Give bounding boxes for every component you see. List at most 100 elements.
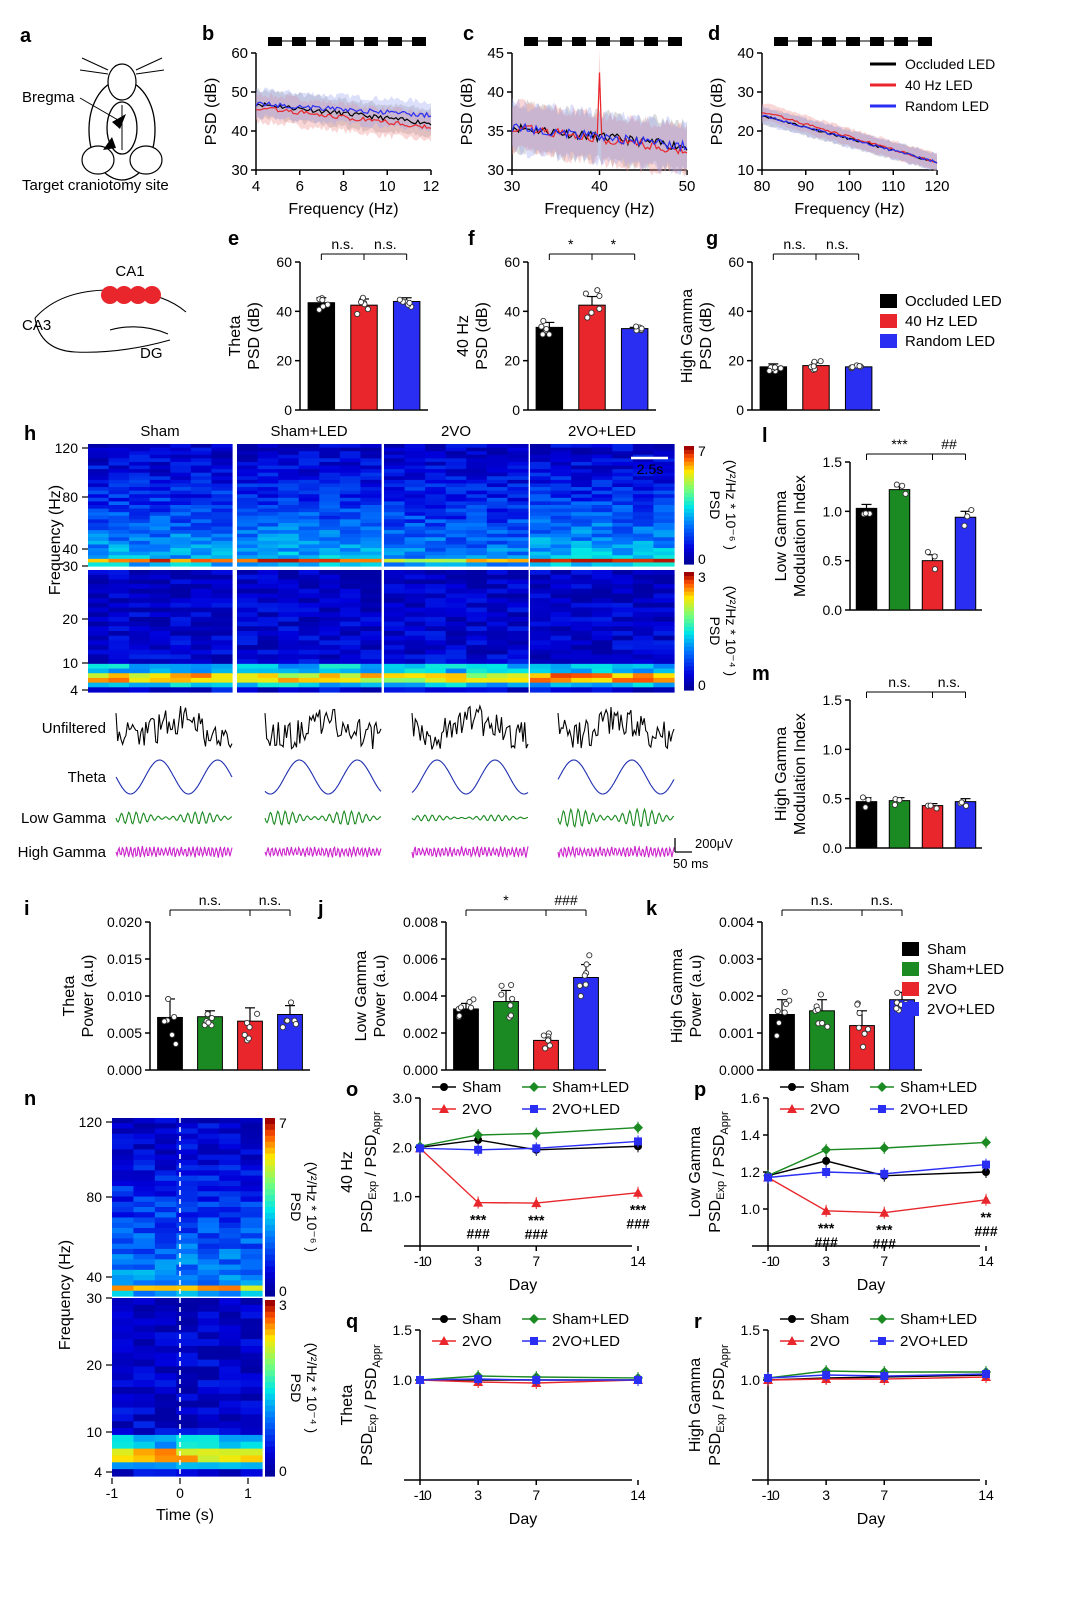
data-point <box>498 991 505 998</box>
spectrogram-cell <box>197 1243 220 1250</box>
spectrogram-cell <box>591 469 613 474</box>
spectrogram-cell <box>550 588 572 595</box>
spectrogram-cell <box>88 497 110 503</box>
spectrogram-cell <box>530 515 552 520</box>
spectrogram-cell <box>88 472 110 477</box>
spectrogram-cell <box>591 593 613 599</box>
spectrogram-cell <box>219 1285 242 1292</box>
y-tick-label: 0.004 <box>719 914 754 930</box>
spectrogram-cell <box>360 654 382 660</box>
spectrogram-cell <box>257 533 279 538</box>
spectrogram-cell <box>360 659 382 665</box>
x-tick-label: 0 <box>772 1487 780 1503</box>
spectrogram-cell <box>591 522 613 528</box>
panel-letter-q: q <box>346 1311 358 1333</box>
y-tick-label: 4 <box>94 1464 102 1480</box>
amp-scalebar-label: 200μV <box>695 836 733 851</box>
spectrogram-cell <box>425 505 447 510</box>
spectrogram-cell <box>154 1421 177 1429</box>
spectrogram-cell <box>219 1455 242 1463</box>
spectrogram-cell <box>466 530 488 535</box>
spectrogram-cell <box>190 584 213 590</box>
spectrogram-cell <box>240 1254 263 1260</box>
spectrogram-cell <box>133 1275 156 1281</box>
spectrogram-cell <box>653 444 675 449</box>
spectrogram-cell <box>404 458 426 463</box>
colorbar-cell <box>265 1323 275 1330</box>
spectrogram-cell <box>404 512 426 517</box>
spectrogram-cell <box>257 476 279 481</box>
spectrogram-cell <box>88 548 110 553</box>
spectrogram-cell <box>571 635 593 641</box>
colorbar-cell <box>684 678 694 683</box>
spectrogram-cell <box>550 490 572 495</box>
bar <box>533 1039 559 1071</box>
legend-label: 2VO+LED <box>927 1001 995 1018</box>
spectrogram-cell <box>197 1196 220 1203</box>
spectrogram-cell <box>632 515 655 520</box>
spectrogram-cell <box>149 497 171 503</box>
spectrogram-cell <box>112 1298 135 1306</box>
spectrogram-cell <box>88 574 110 580</box>
spectrogram-cell <box>133 1325 156 1333</box>
spectrogram-cell <box>170 519 192 524</box>
spectrogram-cell <box>278 465 300 470</box>
spectrogram-cell <box>176 1212 199 1219</box>
spectrogram-cell <box>339 593 362 599</box>
spectrogram-cell <box>612 570 634 576</box>
spectrogram-cell <box>170 444 192 449</box>
data-point <box>544 1037 552 1044</box>
spectrogram-cell <box>190 616 213 623</box>
spectrogram-cell <box>550 555 572 560</box>
spectrogram-cell <box>298 494 320 499</box>
spectrogram-cell <box>190 558 213 564</box>
spectrogram-cell <box>466 616 488 623</box>
spectrogram-cell <box>445 574 467 580</box>
spectrogram-cell <box>612 508 634 513</box>
data-point <box>171 1014 178 1021</box>
panel-letter-f: f <box>468 228 475 250</box>
spectrogram-cell <box>112 1159 135 1166</box>
spectrogram-cell <box>466 677 488 684</box>
spectrogram-cell <box>149 640 171 646</box>
spectrogram-cell <box>425 508 447 513</box>
series-line <box>419 1378 638 1381</box>
spectrogram-cell <box>176 1366 199 1374</box>
spectrogram-cell <box>154 1393 177 1402</box>
data-point <box>774 1008 781 1015</box>
spectrogram-cell <box>319 570 341 576</box>
colorbar-cell <box>684 552 694 557</box>
spectrogram-cell <box>112 1175 135 1182</box>
spectrogram-cell <box>591 548 613 553</box>
spectrogram-cell <box>197 1149 220 1156</box>
spectrogram-cell <box>425 458 447 463</box>
data-point <box>498 982 505 989</box>
spectrogram-cell <box>486 584 509 590</box>
spectrogram-cell <box>486 497 509 503</box>
spectrogram-cell <box>319 533 341 538</box>
spectrogram-cell <box>425 551 447 556</box>
spectrogram-cell <box>339 635 362 641</box>
spectrogram-cell <box>108 472 130 477</box>
y-tick-label: 1.4 <box>741 1127 761 1143</box>
spectrogram-cell <box>530 687 552 693</box>
spectrogram-cell <box>339 530 362 535</box>
spectrogram-cell <box>486 522 509 528</box>
y-tick-label: 0.004 <box>403 988 438 1004</box>
spectrogram-cell <box>319 562 341 567</box>
spectrogram-cell <box>278 555 300 560</box>
data-point <box>540 317 547 324</box>
spectrogram-cell <box>149 501 171 506</box>
spectrogram-cell <box>154 1373 177 1381</box>
spectrogram-cell <box>133 1138 156 1145</box>
spectrogram-cell <box>319 612 341 618</box>
spectrogram-cell <box>445 673 467 679</box>
spectrogram-cell <box>129 570 151 576</box>
spectrogram-cell <box>219 1311 242 1320</box>
trace-line <box>115 810 233 825</box>
spectrogram-cell <box>129 476 151 481</box>
spectrogram-cell <box>149 519 171 524</box>
spectrogram-cell <box>240 1201 263 1208</box>
spectrogram-cell <box>219 1428 242 1436</box>
spectrogram-cell <box>170 682 192 688</box>
